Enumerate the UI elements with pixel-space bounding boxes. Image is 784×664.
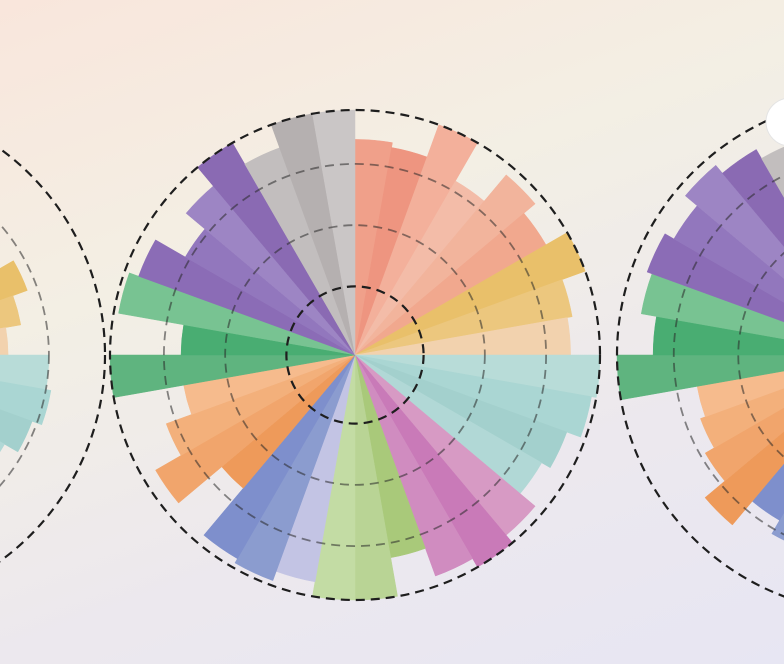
wedge	[165, 354, 356, 456]
wedge	[761, 146, 784, 198]
wedge	[155, 354, 356, 504]
wedge	[0, 441, 5, 453]
wedge	[0, 381, 52, 426]
wedge	[0, 409, 33, 453]
wedge	[354, 354, 473, 577]
charts	[0, 108, 784, 602]
grid-ring	[162, 162, 548, 548]
nav-button[interactable]	[765, 98, 784, 146]
grid-ring	[224, 224, 486, 486]
wedge	[704, 407, 784, 482]
grid-ring	[672, 174, 784, 536]
wedge	[354, 354, 568, 469]
wedge	[722, 149, 784, 247]
wedge	[354, 354, 592, 438]
wedge	[0, 260, 28, 301]
wedge	[0, 327, 9, 356]
wedge	[704, 431, 784, 526]
wedge	[118, 272, 356, 356]
grid-ring	[108, 108, 602, 602]
wedge	[700, 387, 784, 449]
wedge	[138, 239, 356, 356]
grid-ring	[0, 147, 107, 563]
wedge	[684, 164, 784, 279]
wedge	[0, 295, 22, 329]
grid-ring	[285, 285, 425, 425]
grid-ring	[615, 112, 784, 598]
grid-ring	[0, 223, 50, 487]
wedge	[354, 279, 573, 356]
